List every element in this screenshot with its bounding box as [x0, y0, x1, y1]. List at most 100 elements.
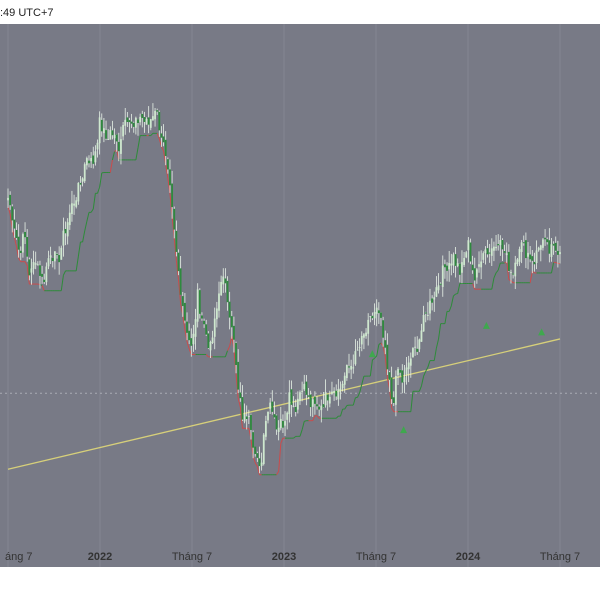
candle[interactable] — [499, 239, 502, 246]
candle[interactable] — [399, 369, 402, 373]
candle[interactable] — [510, 272, 512, 274]
buy-signal-marker[interactable] — [538, 328, 546, 336]
candle[interactable] — [258, 458, 261, 467]
candle[interactable] — [522, 242, 525, 244]
candle[interactable] — [122, 125, 124, 137]
candle[interactable] — [160, 133, 163, 138]
candle[interactable] — [433, 297, 436, 300]
candle[interactable] — [203, 320, 205, 325]
candle[interactable] — [141, 113, 144, 118]
candle[interactable] — [454, 254, 457, 266]
candle[interactable] — [475, 269, 478, 278]
candle[interactable] — [56, 253, 58, 255]
candle[interactable] — [147, 117, 150, 125]
candle[interactable] — [190, 338, 193, 346]
candle[interactable] — [305, 381, 308, 395]
candle[interactable] — [337, 389, 340, 400]
candle[interactable] — [173, 208, 176, 230]
candle[interactable] — [299, 392, 301, 402]
candle[interactable] — [177, 252, 180, 272]
candle[interactable] — [473, 268, 476, 281]
candle[interactable] — [354, 351, 357, 365]
candle[interactable] — [215, 308, 218, 320]
candle[interactable] — [75, 200, 78, 207]
candle[interactable] — [41, 273, 44, 277]
candle[interactable] — [158, 111, 161, 131]
candle[interactable] — [484, 249, 487, 254]
candle[interactable] — [401, 370, 404, 383]
candle[interactable] — [358, 347, 361, 349]
candle[interactable] — [209, 341, 212, 351]
candle[interactable] — [524, 240, 527, 259]
candle[interactable] — [92, 155, 95, 164]
candle[interactable] — [34, 263, 37, 265]
buy-signal-marker[interactable] — [482, 321, 490, 329]
candle[interactable] — [388, 372, 391, 380]
candle[interactable] — [132, 122, 135, 127]
candle[interactable] — [556, 250, 559, 255]
candle[interactable] — [113, 134, 116, 139]
candle[interactable] — [486, 248, 489, 255]
candle[interactable] — [331, 391, 333, 394]
candle[interactable] — [480, 261, 483, 268]
candle[interactable] — [529, 254, 532, 260]
candle[interactable] — [279, 418, 282, 429]
candle[interactable] — [426, 314, 429, 316]
candle[interactable] — [196, 289, 199, 322]
candle[interactable] — [9, 194, 12, 206]
candle[interactable] — [412, 348, 414, 358]
candle[interactable] — [461, 262, 463, 273]
candle[interactable] — [39, 265, 41, 276]
candle[interactable] — [22, 234, 24, 253]
candle[interactable] — [109, 130, 112, 140]
candle[interactable] — [495, 246, 497, 249]
candle[interactable] — [365, 332, 367, 337]
candle[interactable] — [339, 388, 342, 391]
candle[interactable] — [188, 330, 191, 341]
candle[interactable] — [28, 259, 31, 276]
candle[interactable] — [356, 349, 359, 351]
candle[interactable] — [252, 432, 254, 448]
candle[interactable] — [469, 242, 472, 262]
candle[interactable] — [7, 197, 9, 201]
candle[interactable] — [320, 405, 323, 411]
candle[interactable] — [539, 245, 542, 250]
candle[interactable] — [458, 263, 461, 275]
candle[interactable] — [13, 219, 16, 229]
candle[interactable] — [169, 169, 171, 186]
candle[interactable] — [58, 255, 61, 263]
candle[interactable] — [550, 244, 553, 257]
candle[interactable] — [505, 253, 508, 256]
candle[interactable] — [465, 252, 468, 258]
candle[interactable] — [456, 263, 459, 267]
candle[interactable] — [369, 316, 372, 318]
candle[interactable] — [218, 293, 220, 311]
candle[interactable] — [43, 279, 46, 283]
candle[interactable] — [32, 261, 35, 269]
candle[interactable] — [224, 278, 227, 284]
candle[interactable] — [235, 342, 237, 366]
candle[interactable] — [386, 344, 389, 370]
candle[interactable] — [382, 320, 385, 338]
candle[interactable] — [247, 415, 250, 418]
candle[interactable] — [171, 183, 174, 208]
candle[interactable] — [273, 414, 276, 418]
candle[interactable] — [314, 396, 316, 404]
candle[interactable] — [282, 420, 284, 428]
candle[interactable] — [307, 395, 310, 397]
candle[interactable] — [420, 330, 423, 342]
candle[interactable] — [418, 339, 421, 350]
candle[interactable] — [345, 364, 348, 379]
candle[interactable] — [301, 390, 304, 392]
candle[interactable] — [441, 265, 444, 287]
candle[interactable] — [409, 358, 412, 366]
candle[interactable] — [117, 141, 120, 152]
candle[interactable] — [213, 318, 216, 337]
candle[interactable] — [380, 312, 382, 318]
candle[interactable] — [228, 301, 231, 318]
candle[interactable] — [296, 398, 299, 410]
candle[interactable] — [288, 392, 291, 415]
candle[interactable] — [85, 158, 88, 166]
candle[interactable] — [36, 264, 39, 266]
